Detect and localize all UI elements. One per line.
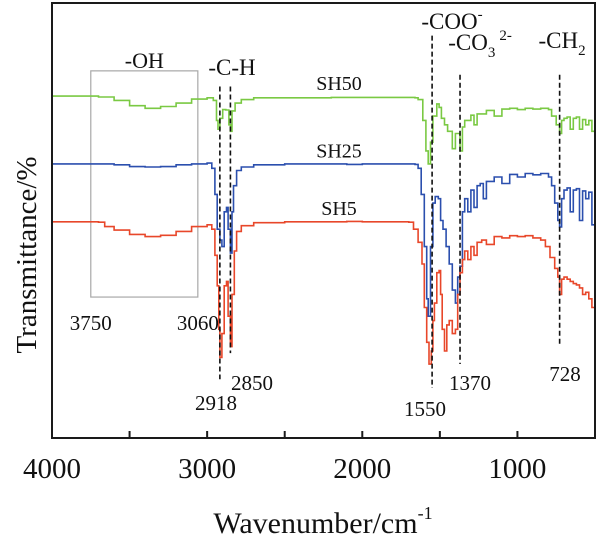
x-axis-title-text: Wavenumber/cm — [213, 507, 417, 540]
series-line-sh25 — [52, 162, 596, 317]
x-axis-ticks: 4000 3000 2000 1000 — [23, 431, 546, 485]
group-label-text: -COO — [421, 9, 477, 34]
group-label-2918: -C-H — [208, 55, 255, 80]
plot-frame — [51, 2, 596, 439]
group-label-1370: -CO32- — [448, 28, 512, 61]
oh-region: -OH 3750 3060 — [70, 48, 219, 335]
ref-label-2850: 2850 — [231, 371, 273, 395]
x-tick-label-4000: 4000 — [23, 453, 81, 485]
series-label-sh5: SH5 — [321, 198, 357, 220]
oh-region-label: -OH — [125, 48, 164, 73]
group-label-text: -C-H — [208, 55, 255, 80]
x-tick-label-3000: 3000 — [178, 453, 236, 485]
oh-region-box — [90, 70, 199, 298]
series-line-sh5 — [52, 220, 596, 365]
x-tick-label-1000: 1000 — [488, 453, 546, 485]
group-label-sub: 2 — [578, 43, 586, 59]
series-label-sh25: SH25 — [316, 140, 362, 162]
spectra: SH50 SH25 SH5 — [52, 73, 596, 365]
group-label-text: -CH — [538, 28, 578, 53]
x-axis-title-sup: -1 — [418, 503, 433, 523]
x-tick-label-2000: 2000 — [333, 453, 391, 485]
series-label-sh50: SH50 — [316, 73, 362, 95]
group-label-1550: -COO- — [421, 7, 482, 34]
group-label-sup: 2- — [499, 28, 512, 44]
oh-region-end-label: 3060 — [177, 311, 219, 335]
group-label-sup: - — [478, 7, 483, 23]
x-axis-title: Wavenumber/cm-1 — [213, 503, 432, 540]
oh-region-start-label: 3750 — [70, 311, 112, 335]
group-label-728: -CH2 — [538, 28, 585, 59]
ref-label-1550: 1550 — [404, 397, 446, 421]
group-label-sub: 3 — [488, 45, 496, 61]
group-label-text: -CO — [448, 30, 488, 55]
ref-label-2918: 2918 — [195, 391, 237, 415]
series-line-sh50 — [52, 95, 596, 165]
ref-label-1370: 1370 — [449, 371, 491, 395]
y-axis-title: Transmittance/% — [11, 156, 43, 353]
ref-label-728: 728 — [549, 362, 581, 386]
